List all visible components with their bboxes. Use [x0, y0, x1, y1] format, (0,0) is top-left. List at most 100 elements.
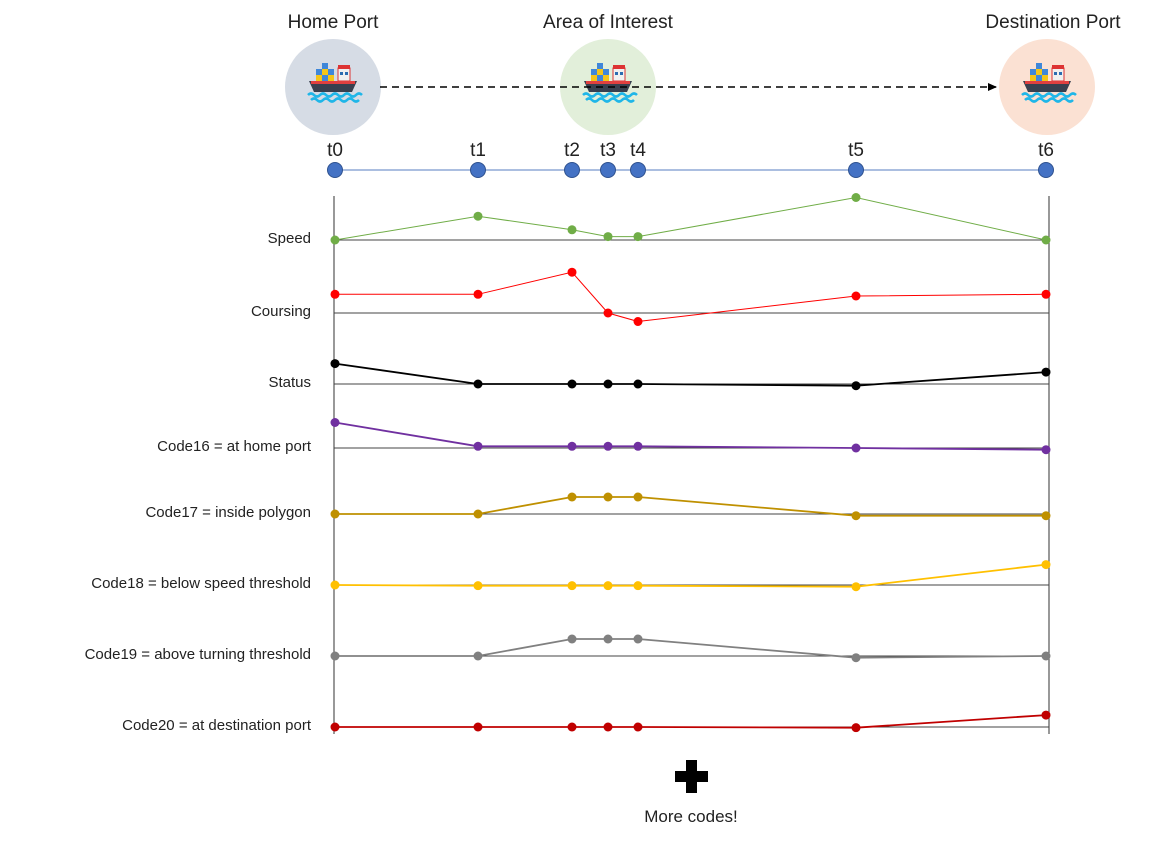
row-data-point	[473, 211, 483, 221]
row-data-point	[633, 379, 643, 389]
timeline-node	[848, 162, 864, 178]
row-data-point	[603, 722, 613, 732]
row-data-point	[330, 359, 340, 369]
row-label: Code20 = at destination port	[122, 717, 312, 734]
signal-row: Speed	[268, 193, 1051, 247]
row-series-line	[335, 714, 1047, 729]
row-data-point	[473, 581, 483, 591]
port-label-area-of-interest: Area of Interest	[543, 12, 674, 33]
row-data-point	[330, 289, 340, 299]
time-label-t4: t4	[630, 140, 646, 161]
row-data-point	[1041, 511, 1051, 521]
time-label-t5: t5	[848, 140, 864, 161]
row-data-point	[330, 722, 340, 732]
row-data-point	[567, 581, 577, 591]
row-data-point	[603, 308, 613, 318]
signal-row: Code19 = above turning threshold	[85, 634, 1051, 663]
timeline-node	[630, 162, 646, 178]
signal-row: Status	[268, 359, 1051, 391]
row-label: Speed	[268, 230, 311, 247]
plus-icon	[675, 760, 708, 793]
row-data-point	[567, 267, 577, 277]
time-label-t2: t2	[564, 140, 580, 161]
row-series-line	[335, 638, 1047, 659]
row-data-point	[633, 232, 643, 242]
time-label-t1: t1	[470, 140, 486, 161]
row-data-point	[330, 418, 340, 427]
row-data-point	[1041, 710, 1051, 720]
row-series-line	[335, 271, 1047, 323]
row-data-point	[603, 379, 613, 389]
more-codes-label: More codes!	[644, 807, 738, 826]
row-data-point	[330, 235, 340, 245]
axes	[333, 196, 1050, 734]
row-data-point	[473, 379, 483, 389]
row-data-point	[851, 723, 861, 733]
signal-row: Code20 = at destination port	[122, 710, 1051, 734]
timeline-node	[600, 162, 616, 178]
port-label-destination: Destination Port	[985, 12, 1121, 33]
row-label: Code19 = above turning threshold	[85, 646, 311, 663]
port-area-of-interest: Area of Interest	[543, 12, 674, 135]
row-data-point	[633, 722, 643, 732]
row-data-point	[603, 581, 613, 591]
row-label: Code17 = inside polygon	[145, 504, 311, 521]
row-data-point	[567, 722, 577, 732]
port-label-home: Home Port	[288, 12, 380, 33]
row-data-point	[1041, 235, 1051, 245]
more-codes-footer: More codes!	[644, 760, 738, 826]
timeline-node	[564, 162, 580, 178]
row-data-point	[633, 317, 643, 326]
row-data-point	[1041, 445, 1051, 455]
signal-row: Code17 = inside polygon	[145, 492, 1051, 521]
row-data-point	[603, 232, 613, 242]
port-home: Home Port	[285, 12, 381, 135]
time-label-t3: t3	[600, 140, 616, 161]
timeline-node	[1038, 162, 1054, 178]
row-series-line	[334, 563, 1047, 588]
row-data-point	[603, 492, 613, 502]
row-label: Code16 = at home port	[157, 438, 312, 455]
row-label: Coursing	[251, 303, 311, 320]
row-series-line	[334, 196, 1047, 241]
row-data-point	[851, 443, 861, 453]
row-data-point	[851, 511, 861, 521]
row-data-point	[633, 634, 643, 644]
row-data-point	[851, 582, 861, 592]
row-data-point	[567, 225, 577, 235]
row-label: Status	[268, 374, 311, 391]
row-data-point	[851, 381, 861, 391]
row-data-point	[567, 441, 577, 451]
row-data-point	[1041, 367, 1051, 377]
row-data-point	[473, 722, 483, 732]
row-data-point	[473, 441, 483, 451]
signal-rows: Speed Coursing Status Code16 = at home port…	[85, 193, 1051, 734]
row-data-point	[1041, 289, 1051, 299]
row-data-point	[1041, 651, 1051, 661]
row-data-point	[603, 441, 613, 451]
row-data-point	[330, 580, 340, 590]
row-data-point	[567, 379, 577, 389]
row-data-point	[330, 509, 340, 519]
time-label-t0: t0	[327, 140, 343, 161]
row-data-point	[473, 509, 483, 519]
row-series-line	[334, 421, 1047, 451]
row-data-point	[473, 651, 483, 661]
row-data-point	[633, 441, 643, 451]
timeline-node	[470, 162, 486, 178]
row-data-point	[603, 634, 613, 644]
row-label: Code18 = below speed threshold	[91, 575, 311, 592]
signal-row: Code16 = at home port	[157, 418, 1051, 455]
signal-row: Code18 = below speed threshold	[91, 560, 1051, 592]
signal-row: Coursing	[251, 267, 1051, 326]
row-data-point	[633, 492, 643, 502]
timeline: t0 t1 t2 t3 t4 t5 t6	[327, 140, 1054, 178]
row-data-point	[851, 193, 861, 202]
row-data-point	[1041, 560, 1051, 570]
port-destination: Destination Port	[985, 12, 1121, 135]
time-label-t6: t6	[1038, 140, 1054, 161]
row-data-point	[473, 289, 483, 299]
row-data-point	[567, 492, 577, 502]
row-series-line	[335, 496, 1046, 517]
